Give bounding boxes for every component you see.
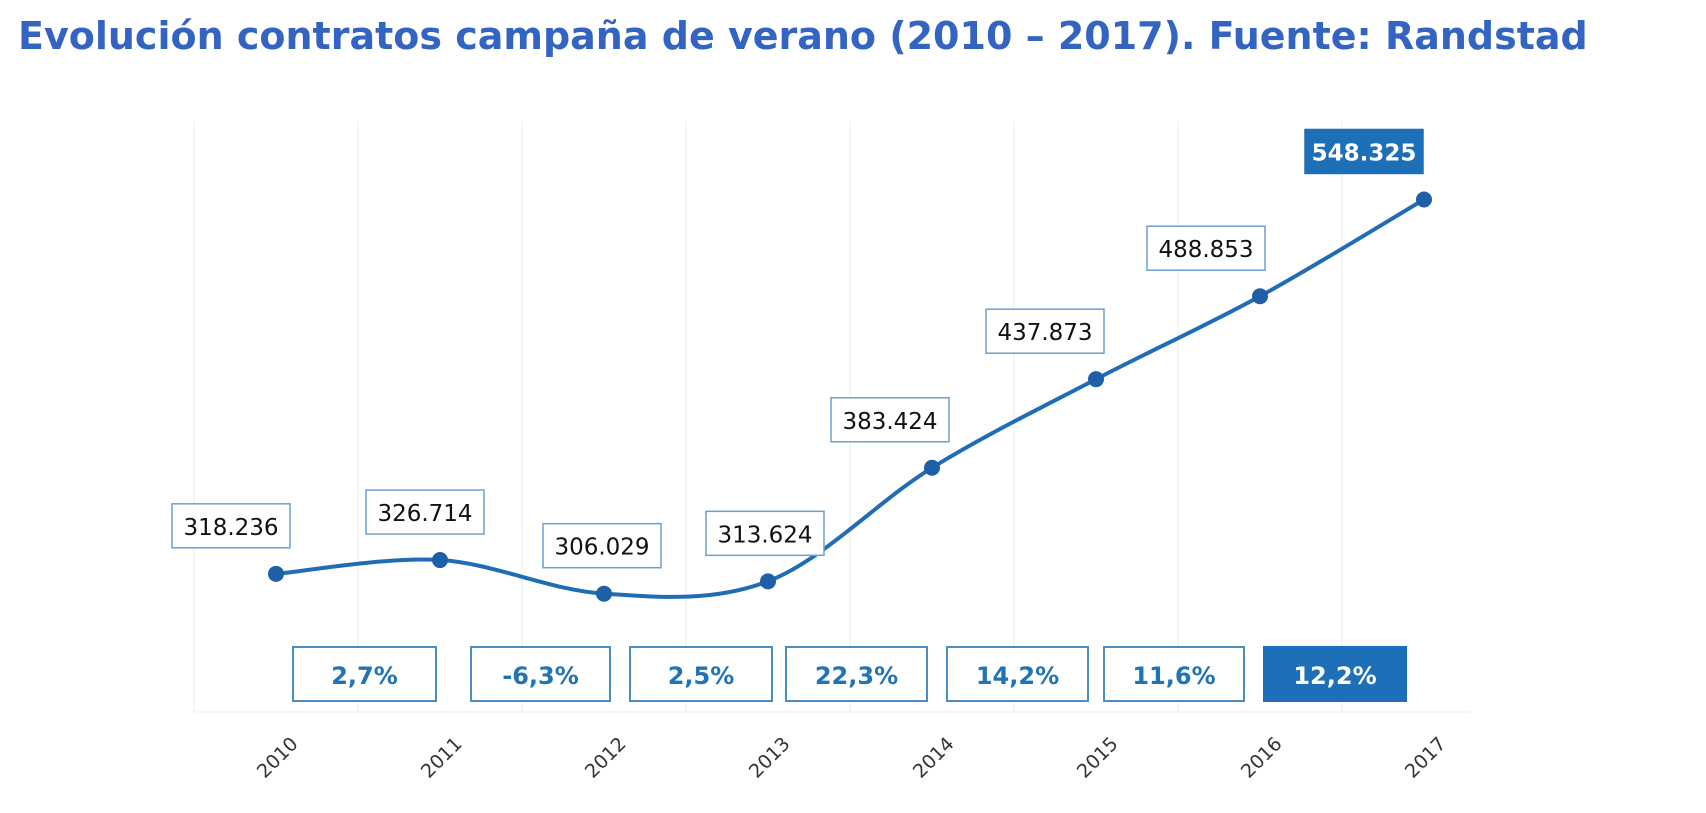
value-label-2011: 326.714 [377, 501, 472, 527]
x-tick-label-2016: 2016 [1237, 733, 1287, 783]
x-tick-label-2014: 2014 [909, 733, 959, 783]
data-points [268, 191, 1432, 602]
x-tick-label-2017: 2017 [1401, 733, 1451, 783]
value-label-box [171, 503, 291, 549]
x-tick-label-2015: 2015 [1073, 733, 1123, 783]
growth-label-3: 2,5% [668, 662, 735, 690]
growth-label-box [629, 646, 773, 702]
x-tick-label-2013: 2013 [745, 733, 795, 783]
data-point-2015 [1088, 371, 1104, 388]
growth-label-box [470, 646, 611, 702]
value-label-box [705, 510, 825, 557]
value-label-2014: 383.424 [842, 409, 937, 435]
gridlines [193, 122, 1470, 713]
data-point-2010 [268, 565, 284, 582]
x-axis-ticks: 2010 2011 2012 2013 2014 2015 2016 2017 [253, 733, 1451, 783]
value-label-2010: 318.236 [183, 515, 278, 541]
value-label-box [1304, 128, 1424, 175]
value-label-2015: 437.873 [997, 320, 1092, 346]
value-label-box [542, 522, 662, 569]
value-label-box [985, 308, 1105, 354]
growth-label-1: 2,7% [331, 662, 398, 690]
growth-label-7: 12,2% [1293, 662, 1376, 690]
value-label-2016: 488.853 [1158, 237, 1253, 263]
growth-label-box [292, 646, 437, 702]
data-point-2014 [924, 459, 940, 476]
growth-label-box [1263, 646, 1407, 702]
growth-labels: 2,7% -6,3% 2,5% 22,3% 14,2% 11,6% 12,2% [292, 646, 1407, 702]
growth-label-box [946, 646, 1089, 702]
growth-label-4: 22,3% [815, 662, 898, 690]
x-tick-label-2012: 2012 [581, 733, 631, 783]
value-label-box [365, 489, 485, 535]
value-label-2013: 313.624 [717, 522, 812, 548]
value-label-box [830, 397, 950, 443]
growth-label-box [1103, 646, 1245, 702]
value-labels: 318.236 326.714 306.029 313.624 383.424 437.8… [171, 128, 1424, 569]
growth-label-5: 14,2% [976, 662, 1059, 690]
data-point-2017 [1416, 191, 1432, 208]
value-label-box [1146, 225, 1266, 271]
growth-label-box [785, 646, 928, 702]
value-label-2017: 548.325 [1312, 140, 1417, 166]
series-line [274, 197, 1426, 599]
data-point-2013 [760, 573, 776, 590]
value-label-2012: 306.029 [554, 535, 649, 561]
x-tick-label-2010: 2010 [253, 733, 303, 783]
growth-label-6: 11,6% [1132, 662, 1215, 690]
growth-label-2: -6,3% [502, 662, 579, 690]
chart-title: Evolución contratos campaña de verano (2… [18, 14, 1588, 58]
data-point-2016 [1252, 288, 1268, 305]
x-tick-label-2011: 2011 [417, 733, 467, 783]
data-point-2012 [596, 585, 612, 602]
data-point-2011 [432, 552, 448, 569]
